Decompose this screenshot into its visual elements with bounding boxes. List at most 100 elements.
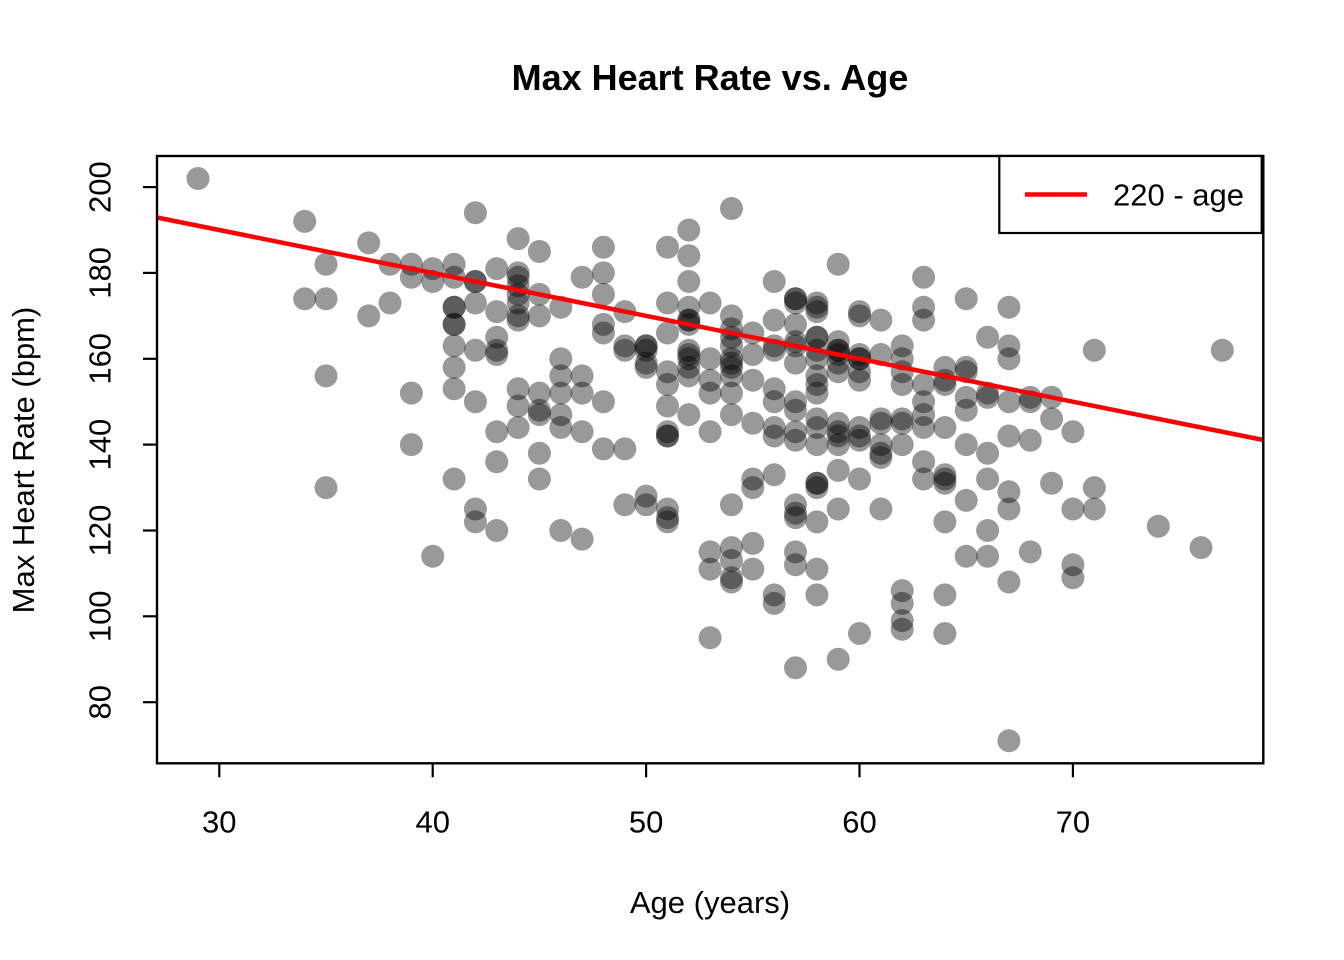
data-point: [805, 583, 829, 607]
data-point: [890, 373, 914, 396]
y-tick-label: 100: [83, 590, 118, 642]
data-point: [954, 488, 978, 512]
data-point: [826, 497, 850, 521]
data-point: [720, 536, 743, 560]
data-point: [485, 325, 509, 349]
data-point: [357, 231, 381, 255]
data-point: [976, 325, 1000, 349]
data-point: [1189, 536, 1213, 560]
data-point: [762, 424, 786, 448]
data-point: [549, 519, 573, 542]
data-point: [869, 497, 893, 521]
data-point: [805, 381, 829, 405]
data-point: [997, 480, 1021, 504]
data-point: [720, 570, 743, 594]
data-point: [463, 497, 487, 521]
data-point: [784, 351, 807, 375]
data-point: [485, 338, 509, 362]
data-point: [677, 295, 701, 319]
axis-ticks-layer: 30 40 50 60 70 80 100 120 140 160 180 200: [83, 161, 1091, 839]
data-point: [720, 364, 743, 388]
data-point: [485, 450, 509, 474]
data-point: [442, 467, 466, 491]
data-point: [463, 291, 487, 315]
data-point: [506, 304, 530, 328]
data-point: [506, 291, 530, 315]
data-point: [741, 531, 765, 555]
data-point: [954, 544, 978, 568]
data-point: [314, 287, 338, 311]
data-point: [869, 446, 893, 469]
data-point: [656, 497, 679, 521]
data-point: [1061, 566, 1085, 590]
data-point: [848, 467, 871, 491]
data-point: [848, 424, 871, 448]
data-point: [912, 308, 936, 332]
data-point: [848, 360, 871, 384]
data-point: [784, 493, 807, 517]
data-point: [677, 355, 701, 379]
data-point: [720, 381, 743, 405]
data-point: [784, 540, 807, 564]
data-point: [698, 540, 722, 564]
data-point: [762, 270, 786, 293]
data-point: [954, 398, 978, 422]
data-point: [933, 467, 957, 491]
data-point: [826, 424, 850, 448]
data-point: [912, 295, 936, 319]
data-point: [656, 510, 679, 534]
data-point: [997, 390, 1021, 414]
data-point: [805, 476, 829, 500]
data-point: [634, 484, 658, 508]
data-point: [805, 433, 829, 457]
data-point: [527, 240, 551, 263]
data-point: [762, 583, 786, 607]
data-point: [997, 729, 1021, 753]
data-point: [421, 544, 445, 568]
data-point: [506, 416, 530, 439]
data-point: [997, 334, 1021, 358]
data-point: [912, 467, 936, 491]
data-point: [442, 295, 466, 319]
data-point: [634, 334, 658, 358]
data-point: [463, 338, 487, 362]
data-point: [656, 506, 679, 530]
data-point: [698, 368, 722, 392]
data-point: [784, 287, 807, 311]
data-point: [527, 398, 551, 422]
y-tick-label: 200: [83, 161, 118, 213]
data-point: [656, 360, 679, 384]
data-point: [506, 394, 530, 418]
data-point: [976, 385, 1000, 409]
data-point: [826, 360, 850, 384]
data-point: [912, 450, 936, 474]
data-point: [890, 407, 914, 431]
data-point: [1061, 497, 1085, 521]
data-point: [656, 235, 679, 259]
data-point: [357, 304, 381, 328]
data-point: [976, 544, 1000, 568]
data-point: [1210, 338, 1234, 362]
data-point: [314, 364, 338, 388]
data-point: [399, 381, 423, 405]
data-point: [549, 364, 573, 388]
data-point: [848, 300, 871, 324]
data-point: [741, 467, 765, 491]
data-point: [634, 493, 658, 517]
data-point: [805, 325, 829, 349]
data-point: [784, 291, 807, 315]
data-point: [805, 407, 829, 431]
data-point: [805, 291, 829, 315]
data-point: [1082, 497, 1106, 521]
data-point: [954, 355, 978, 379]
data-point: [741, 343, 765, 366]
data-point: [762, 416, 786, 439]
data-point: [186, 167, 210, 190]
data-point: [933, 510, 957, 534]
data-point: [720, 197, 743, 220]
data-point: [848, 428, 871, 452]
legend-label: 220 - age: [1113, 178, 1244, 213]
data-point: [613, 334, 637, 358]
data-point: [463, 390, 487, 414]
